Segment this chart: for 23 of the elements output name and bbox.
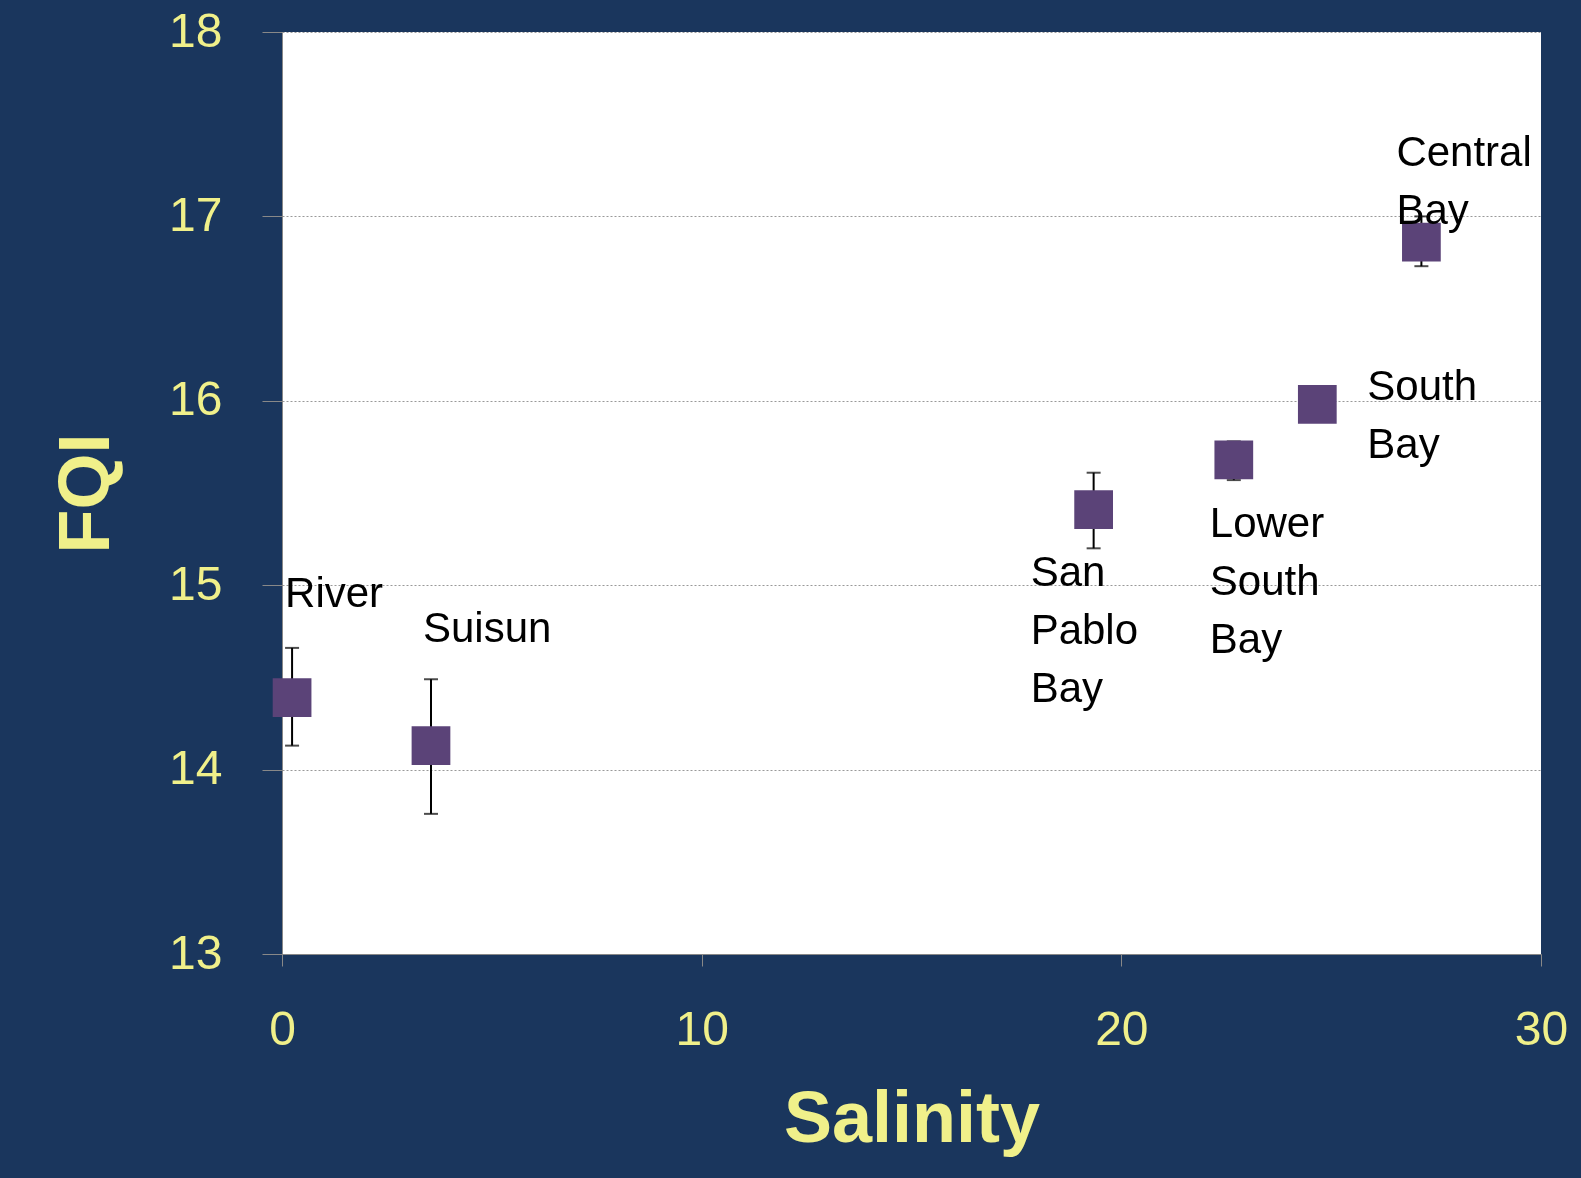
x-tick-label: 10 — [675, 1001, 729, 1055]
y-tick-label: 18 — [169, 3, 223, 57]
x-tick-label: 0 — [269, 1001, 296, 1055]
point — [1074, 490, 1113, 529]
annotation: Central Bay — [1396, 128, 1532, 234]
point — [272, 678, 312, 718]
annotation: River — [285, 568, 384, 616]
x-axis-title: Salinity — [783, 1076, 1041, 1157]
y-axis-title: FQI — [44, 433, 125, 554]
annotation: Lower South Bay — [1209, 498, 1325, 662]
x-tick-label: 20 — [1095, 1001, 1149, 1055]
point — [411, 726, 451, 765]
x-tick-label: 30 — [1514, 1001, 1569, 1055]
y-tick-label: 17 — [169, 187, 223, 241]
y-tick-label: 15 — [169, 556, 223, 610]
y-tick-label: 13 — [169, 925, 223, 979]
point — [1297, 385, 1337, 424]
annotation: South Bay — [1367, 362, 1478, 468]
y-tick-label: 16 — [169, 372, 223, 426]
y-tick-label: 14 — [169, 741, 223, 795]
annotation: San Pablo Bay — [1030, 547, 1139, 711]
annotation: Suisun — [422, 603, 552, 651]
point — [1214, 440, 1254, 480]
